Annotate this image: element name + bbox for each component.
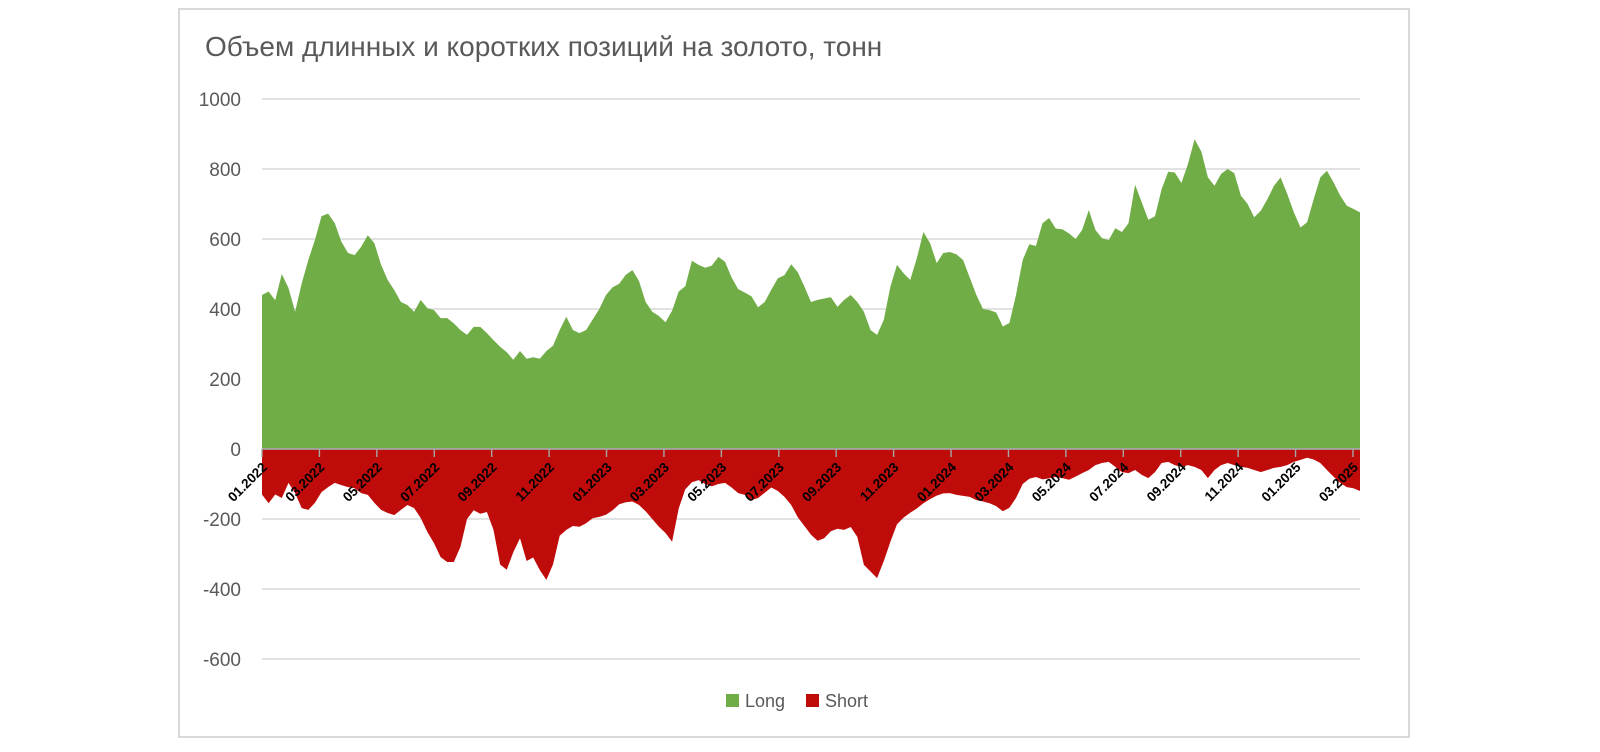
x-axis — [261, 448, 1360, 457]
y-axis-tick-label: -400 — [203, 580, 241, 601]
y-axis-tick-label: -200 — [203, 510, 241, 531]
y-axis-tick-label: 0 — [230, 440, 241, 461]
gold-positions-area-chart: Объем длинных и коротких позиций на золо… — [199, 31, 1362, 711]
y-axis-tick-label: 600 — [209, 230, 241, 251]
legend-swatch-long — [726, 694, 739, 707]
long-area — [262, 139, 1360, 450]
legend-label-long: Long — [745, 691, 785, 711]
y-axis-tick-label: -600 — [203, 650, 241, 671]
legend-swatch-short — [806, 694, 819, 707]
y-axis-labels: 1000 800 600 400 200 0 -200 -400 -600 — [199, 90, 241, 671]
legend: Long Short — [726, 691, 868, 711]
y-axis-tick-label: 800 — [209, 160, 241, 181]
plot-areas — [262, 139, 1360, 580]
short-area — [262, 449, 1360, 580]
y-axis-tick-label: 1000 — [199, 90, 241, 111]
legend-label-short: Short — [825, 691, 868, 711]
chart-title: Объем длинных и коротких позиций на золо… — [205, 31, 882, 62]
y-axis-tick-label: 400 — [209, 300, 241, 321]
y-axis-tick-label: 200 — [209, 370, 241, 391]
